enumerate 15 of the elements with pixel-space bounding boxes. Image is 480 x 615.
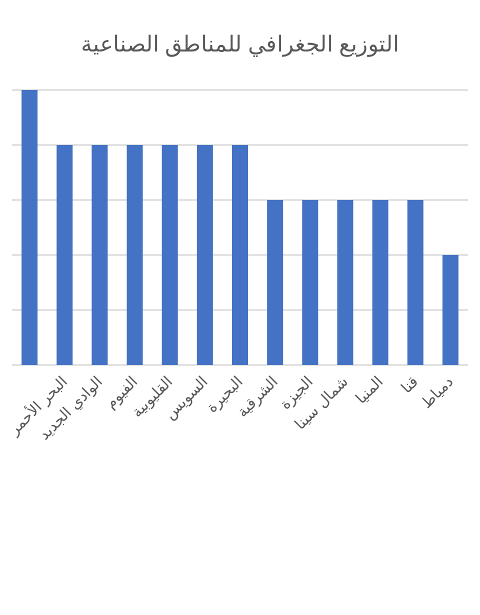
bar xyxy=(372,200,388,365)
bar xyxy=(56,145,73,365)
bar xyxy=(232,145,248,365)
bar xyxy=(267,200,284,365)
bar xyxy=(407,200,424,365)
bar xyxy=(162,145,178,365)
bar xyxy=(126,145,143,365)
chart-title: التوزيع الجغرافي للمناطق الصناعية xyxy=(80,32,400,58)
x-tick-label: المنيا xyxy=(352,372,387,408)
bar xyxy=(92,145,108,365)
bar xyxy=(302,200,318,365)
bar xyxy=(196,145,213,365)
bar xyxy=(442,255,458,365)
bar xyxy=(22,90,38,365)
bar xyxy=(337,200,354,365)
